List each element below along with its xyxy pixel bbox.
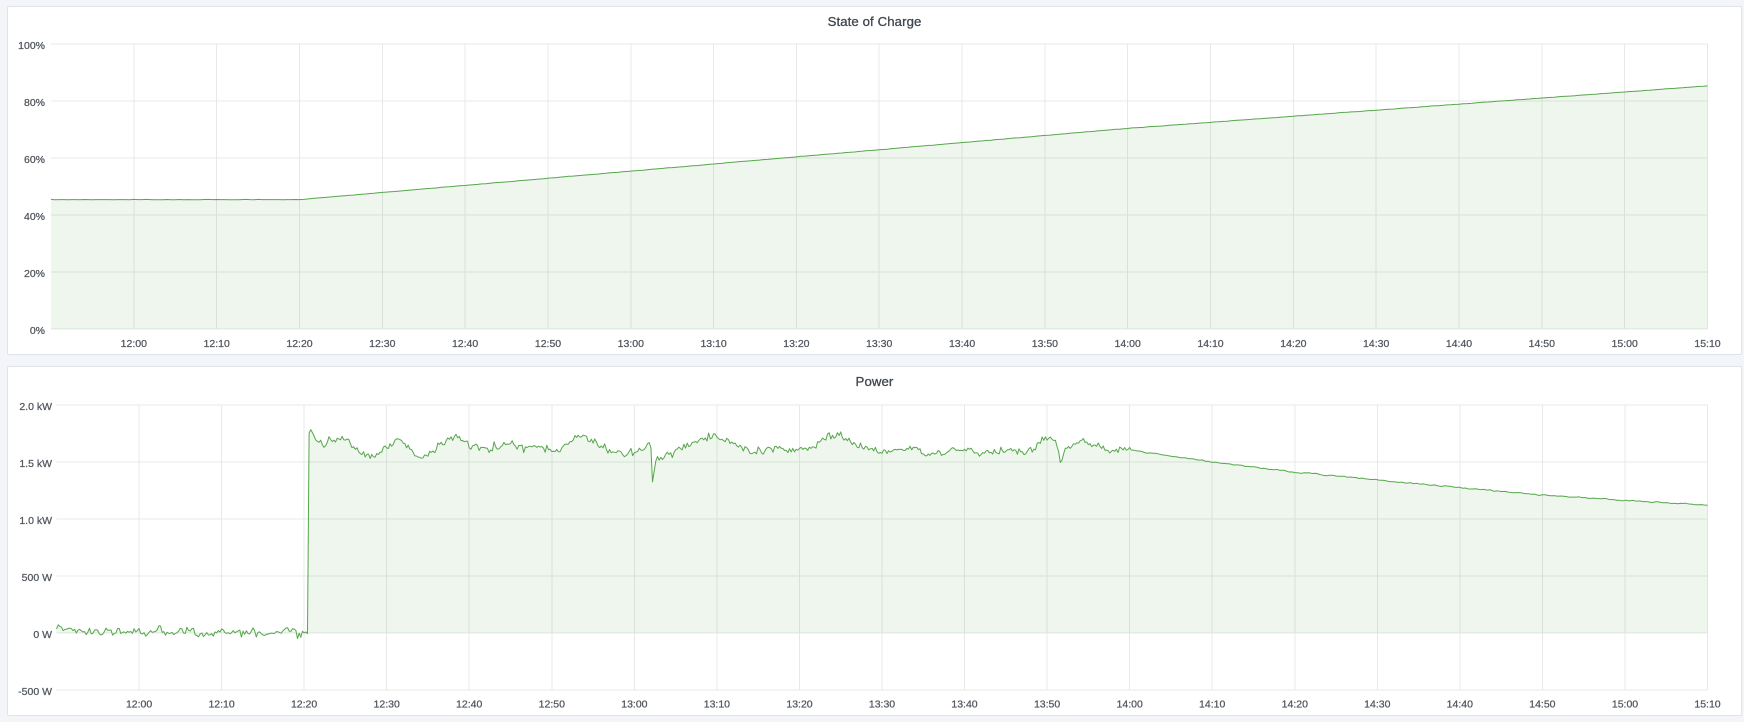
svg-text:14:00: 14:00	[1115, 338, 1141, 350]
svg-text:12:00: 12:00	[121, 338, 147, 350]
svg-text:-500 W: -500 W	[18, 686, 52, 698]
svg-text:13:10: 13:10	[704, 699, 730, 711]
svg-text:12:10: 12:10	[208, 699, 234, 711]
svg-text:12:50: 12:50	[539, 699, 565, 711]
svg-text:15:10: 15:10	[1694, 699, 1720, 711]
svg-text:1.0 kW: 1.0 kW	[19, 515, 52, 527]
svg-text:13:30: 13:30	[866, 338, 892, 350]
svg-text:12:40: 12:40	[456, 699, 482, 711]
svg-text:12:50: 12:50	[535, 338, 561, 350]
svg-text:12:30: 12:30	[374, 699, 400, 711]
svg-text:12:20: 12:20	[286, 338, 312, 350]
svg-text:12:00: 12:00	[126, 699, 152, 711]
svg-text:13:00: 13:00	[618, 338, 644, 350]
svg-text:15:10: 15:10	[1694, 338, 1720, 350]
svg-text:40%: 40%	[24, 211, 45, 223]
svg-text:0%: 0%	[30, 325, 45, 337]
svg-text:12:30: 12:30	[369, 338, 395, 350]
svg-text:14:10: 14:10	[1197, 338, 1223, 350]
svg-text:12:20: 12:20	[291, 699, 317, 711]
svg-text:14:40: 14:40	[1446, 338, 1472, 350]
svg-text:13:00: 13:00	[621, 699, 647, 711]
svg-text:14:30: 14:30	[1364, 699, 1390, 711]
svg-text:14:10: 14:10	[1199, 699, 1225, 711]
svg-text:13:40: 13:40	[951, 699, 977, 711]
svg-text:14:50: 14:50	[1529, 338, 1555, 350]
svg-text:100%: 100%	[18, 40, 45, 52]
svg-text:14:30: 14:30	[1363, 338, 1389, 350]
svg-text:13:30: 13:30	[869, 699, 895, 711]
svg-text:1.5 kW: 1.5 kW	[19, 458, 52, 470]
svg-text:13:20: 13:20	[786, 699, 812, 711]
svg-text:20%: 20%	[24, 268, 45, 280]
svg-text:13:20: 13:20	[783, 338, 809, 350]
svg-text:0 W: 0 W	[33, 629, 52, 641]
svg-text:15:00: 15:00	[1612, 338, 1638, 350]
svg-text:13:40: 13:40	[949, 338, 975, 350]
svg-text:13:50: 13:50	[1032, 338, 1058, 350]
svg-text:60%: 60%	[24, 154, 45, 166]
svg-text:13:50: 13:50	[1034, 699, 1060, 711]
svg-text:14:20: 14:20	[1280, 338, 1306, 350]
svg-text:12:40: 12:40	[452, 338, 478, 350]
svg-text:15:00: 15:00	[1612, 699, 1638, 711]
svg-text:80%: 80%	[24, 97, 45, 109]
svg-text:14:00: 14:00	[1117, 699, 1143, 711]
svg-text:13:10: 13:10	[700, 338, 726, 350]
svg-text:12:10: 12:10	[204, 338, 230, 350]
svg-text:2.0 kW: 2.0 kW	[19, 401, 52, 413]
svg-text:14:40: 14:40	[1447, 699, 1473, 711]
svg-text:14:50: 14:50	[1529, 699, 1555, 711]
svg-text:500 W: 500 W	[22, 572, 52, 584]
svg-text:14:20: 14:20	[1282, 699, 1308, 711]
